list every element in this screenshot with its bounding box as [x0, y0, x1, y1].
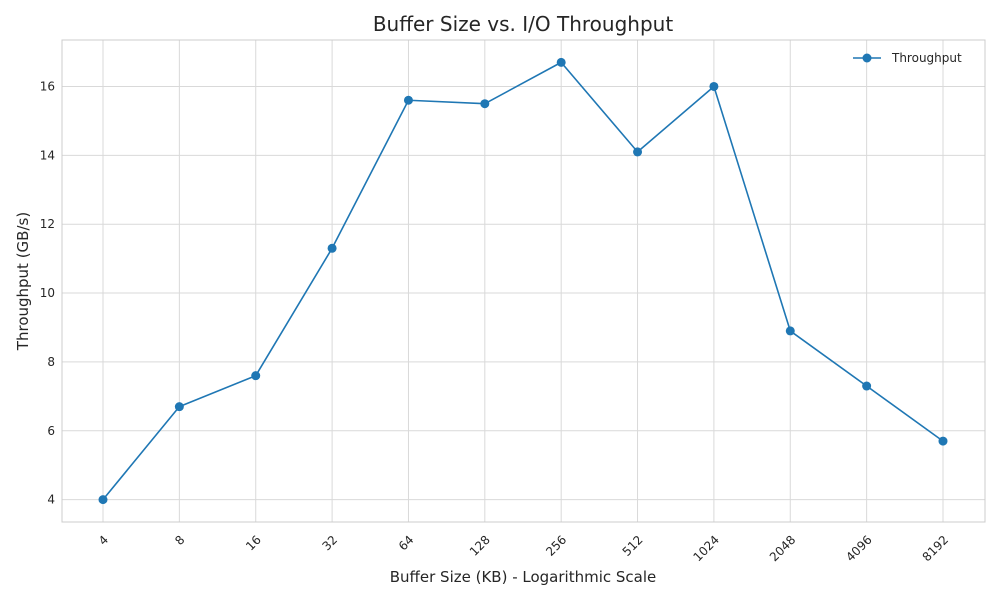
x-axis-title: Buffer Size (KB) - Logarithmic Scale	[390, 568, 657, 586]
data-point	[938, 436, 948, 446]
legend-marker	[862, 53, 872, 63]
y-tick-label: 10	[40, 286, 55, 300]
series-layer	[98, 57, 948, 505]
data-point	[403, 95, 413, 105]
data-point	[709, 81, 719, 91]
data-point	[785, 326, 795, 336]
data-point	[556, 57, 566, 67]
y-tick-label: 12	[40, 217, 55, 231]
y-tick-label: 8	[47, 355, 55, 369]
y-tick-label: 14	[40, 148, 55, 162]
y-tick-label: 4	[47, 493, 55, 507]
grid-lines	[62, 40, 985, 522]
data-point	[862, 381, 872, 391]
plot-frame	[61, 39, 986, 523]
y-tick-label: 16	[40, 79, 55, 93]
data-point	[251, 371, 261, 381]
legend: Throughput	[853, 51, 962, 65]
legend-label: Throughput	[891, 51, 962, 65]
y-axis-title: Throughput (GB/s)	[14, 212, 32, 351]
y-tick-label: 6	[47, 424, 55, 438]
y-tick-labels: 4 6 8 10 12 14 16	[40, 79, 55, 506]
data-point	[327, 243, 337, 253]
chart-title: Buffer Size vs. I/O Throughput	[373, 12, 674, 36]
data-point	[633, 147, 643, 157]
data-point	[480, 99, 490, 109]
data-point	[174, 402, 184, 412]
data-point	[98, 495, 108, 505]
series-line	[102, 61, 944, 501]
